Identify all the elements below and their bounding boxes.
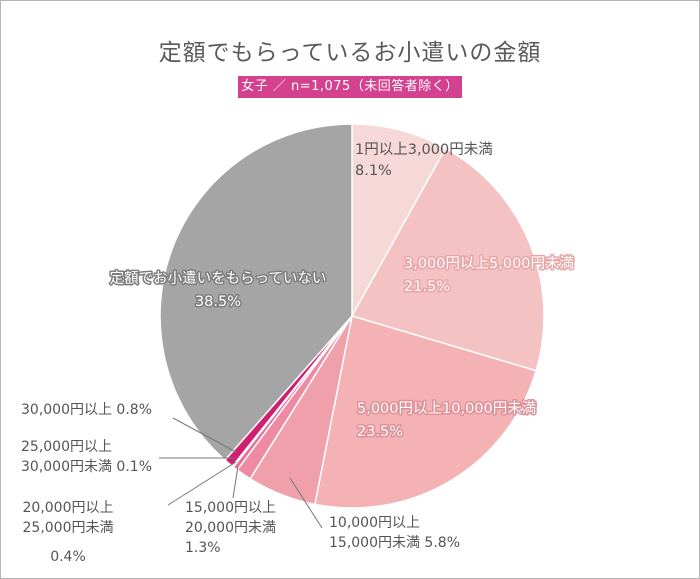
slice-label-line: 20,000円未満 xyxy=(185,520,276,536)
slice-label-s3: 5,000円以上10,000円未満 23.5% xyxy=(357,400,536,440)
slice-label-s6: 20,000円以上 25,000円未満 0.4% xyxy=(23,500,114,565)
slice-label-line: 15,000円未満 5.8% xyxy=(329,535,460,551)
pie-slice-s9 xyxy=(159,123,353,462)
slice-label-line: 30,000円以上 0.8% xyxy=(21,402,152,418)
leader-line-s5 xyxy=(232,465,239,499)
pie-slice-s2 xyxy=(350,147,545,372)
slice-label-line: 10,000円以上 xyxy=(329,515,420,531)
chart-title: 定額でもらっているお小遣いの金額 xyxy=(158,40,542,66)
slice-label-line: 15,000円以上 xyxy=(185,500,276,516)
leader-line-s4 xyxy=(289,477,323,529)
slice-label-line: 38.5% xyxy=(195,294,241,310)
slice-label-line: 25,000円未満 xyxy=(23,520,114,536)
pie-slices xyxy=(159,123,545,509)
chart-subtitle-badge: 女子 ／ n=1,075（未回答者除く） xyxy=(238,76,462,98)
slice-label-line: 23.5% xyxy=(357,424,403,440)
slice-label-line: 3,000円以上5,000円未満 xyxy=(404,255,574,272)
pie-slice-s1 xyxy=(351,123,447,319)
slice-label-s4: 10,000円以上 15,000円未満 5.8% xyxy=(329,515,460,551)
leader-lines xyxy=(159,417,323,529)
leader-line-s6 xyxy=(167,461,237,506)
slice-label-s8: 30,000円以上 0.8% xyxy=(21,402,152,418)
slice-label-s9: 定額でお小遣いをもらっていない 38.5% xyxy=(110,270,327,310)
slice-label-line: 5,000円以上10,000円未満 xyxy=(357,400,536,417)
slice-label-line: 0.4% xyxy=(50,549,86,565)
slice-label-line: 1円以上3,000円未満 xyxy=(355,141,493,158)
slice-label-line: 1.3% xyxy=(185,540,221,556)
slice-label-s2: 3,000円以上5,000円未満 21.5% xyxy=(404,255,574,295)
slice-label-line: 20,000円以上 xyxy=(23,500,114,516)
slice-label-s7: 25,000円以上 30,000円未満 0.1% xyxy=(21,439,152,475)
slice-label-line: 定額でお小遣いをもらっていない xyxy=(110,270,327,287)
slice-label-line: 21.5% xyxy=(404,279,450,295)
leader-line-s8 xyxy=(172,417,237,453)
slice-label-s5: 15,000円以上 20,000円未満 1.3% xyxy=(185,500,276,556)
slice-label-s1: 1円以上3,000円未満 8.1% xyxy=(355,141,493,179)
slice-label-line: 30,000円未満 0.1% xyxy=(21,459,152,475)
slice-label-line: 8.1% xyxy=(355,163,392,179)
slice-label-line: 25,000円以上 xyxy=(21,439,112,455)
pie-slice-s3 xyxy=(313,315,537,509)
slice-labels: 1円以上3,000円未満 8.1% 3,000円以上5,000円未満 21.5% 5,0… xyxy=(21,141,576,565)
